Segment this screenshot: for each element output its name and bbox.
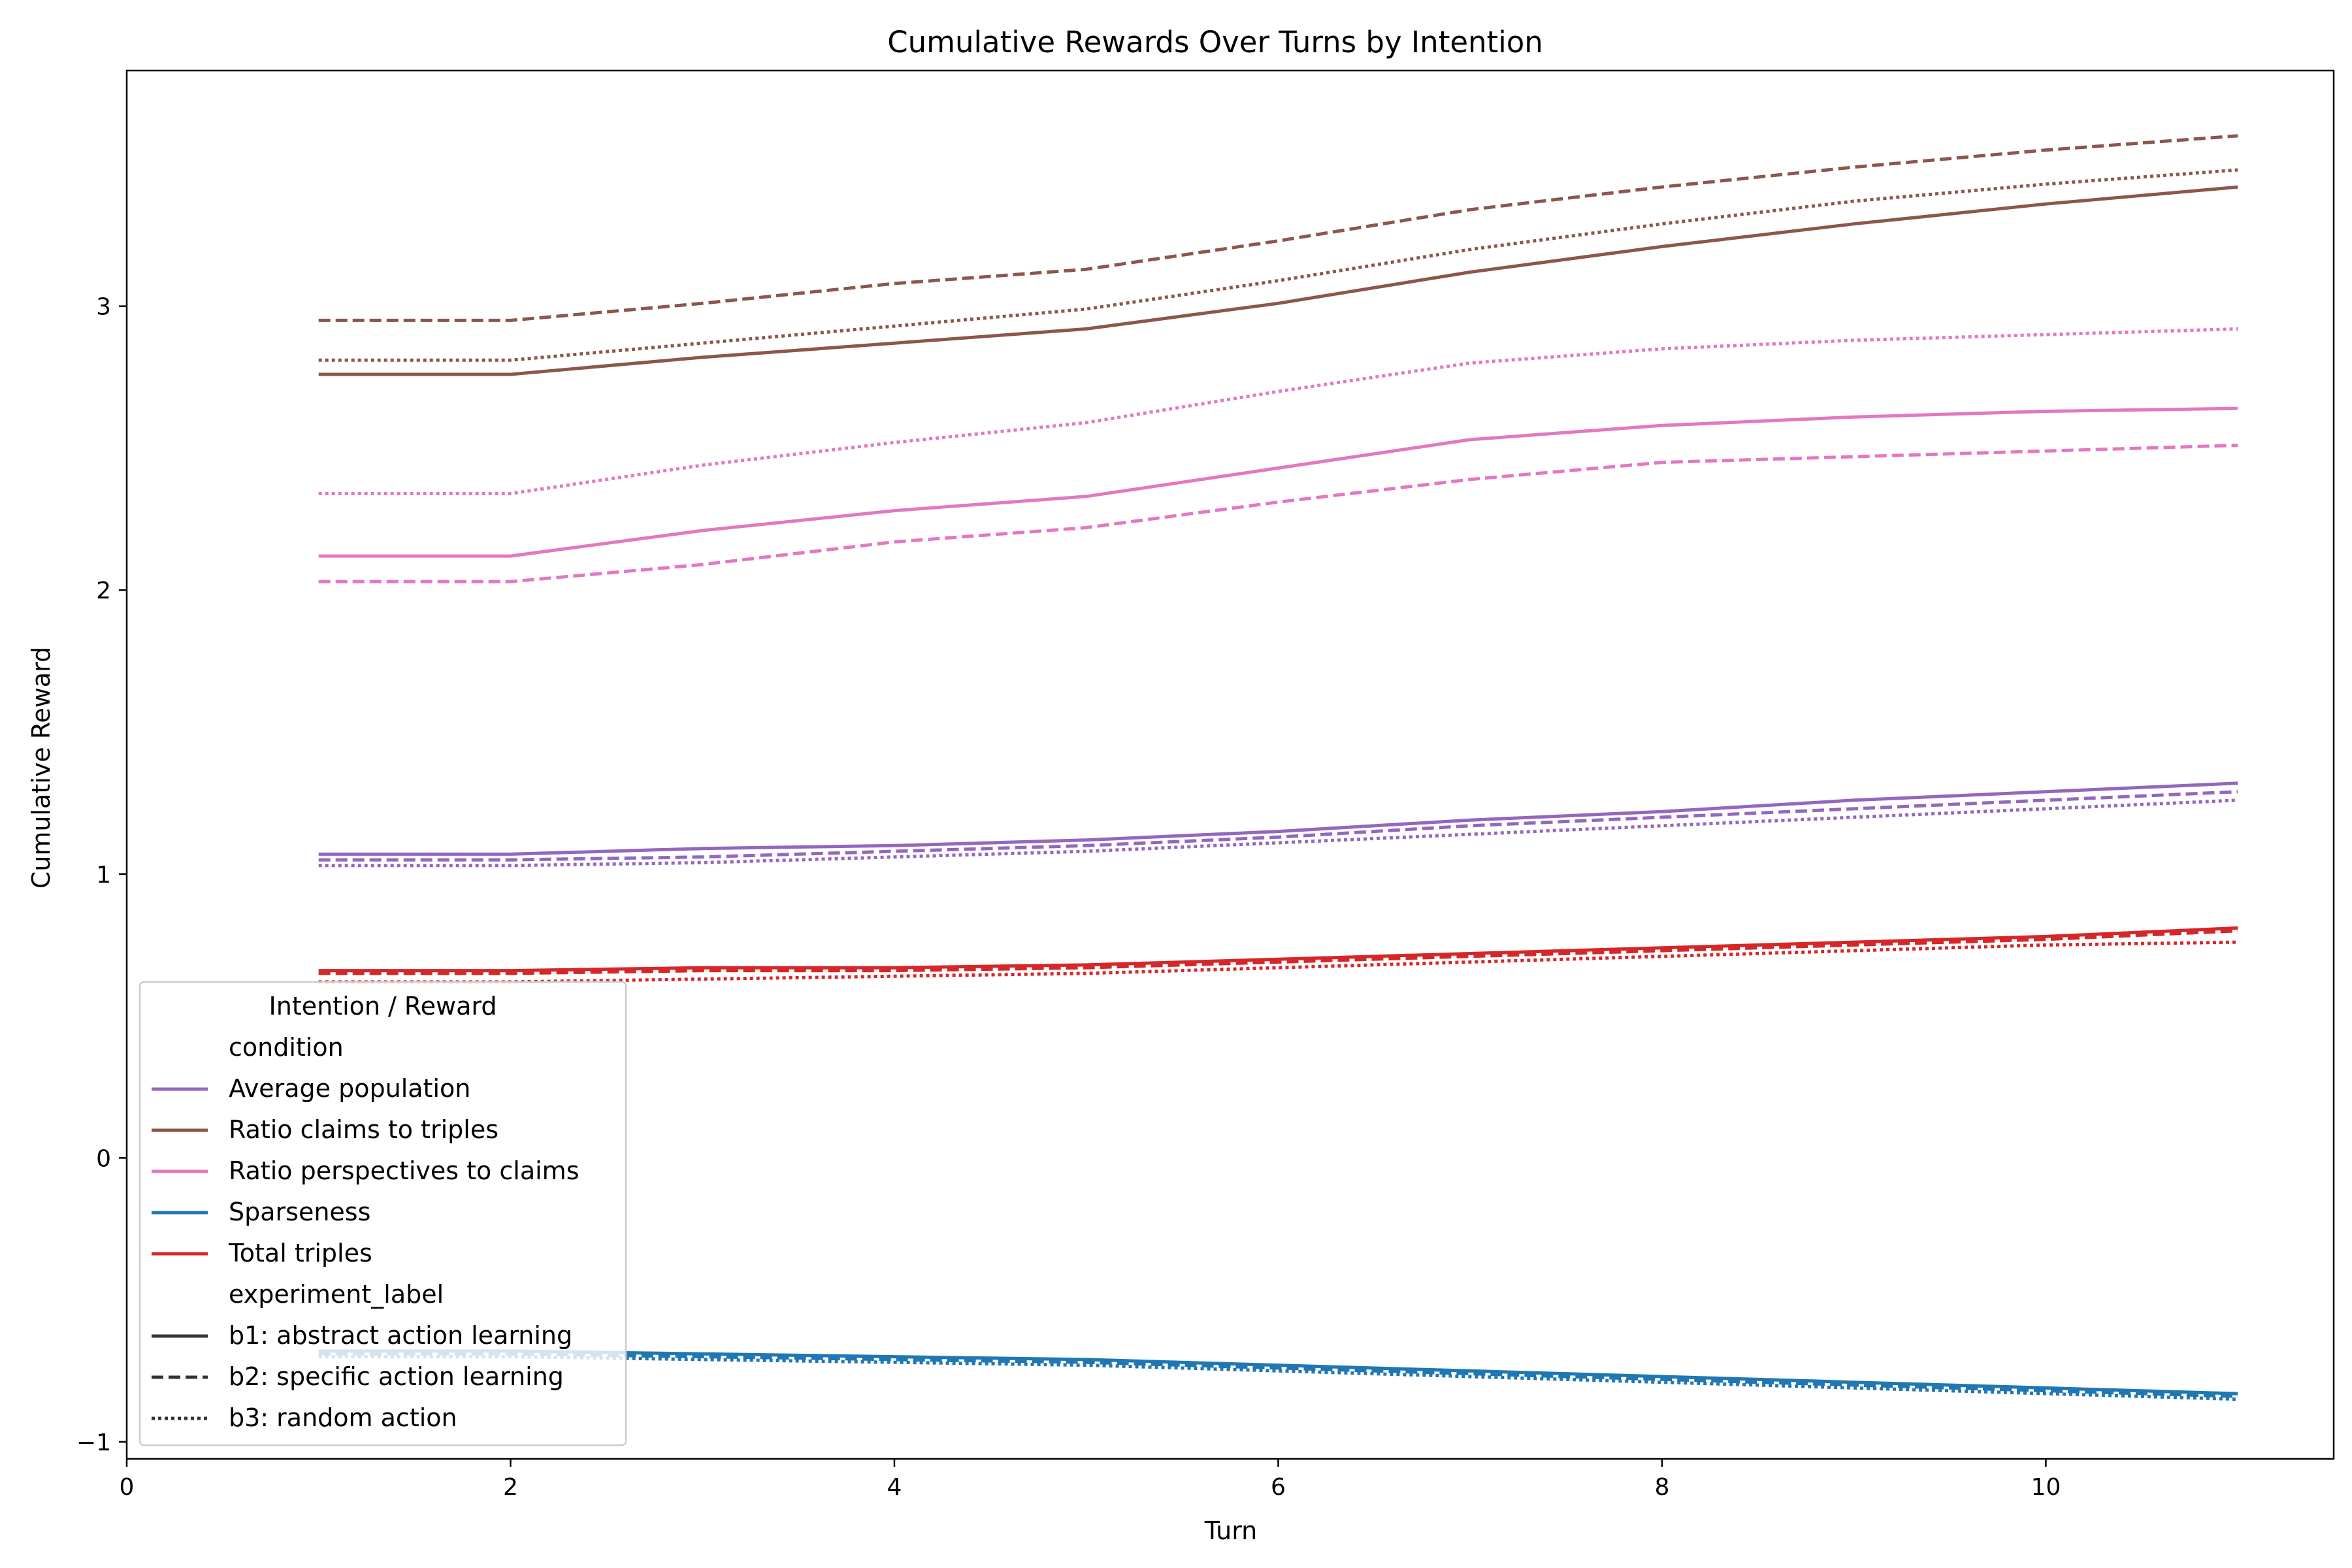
series-lines: [318, 134, 2238, 1401]
plot-frame: [125, 69, 2335, 1460]
y-tick-label: 1: [96, 862, 111, 889]
series-line-sparseness-b2: [318, 1352, 2238, 1398]
legend-entry-sparseness-label: Sparseness: [229, 1198, 370, 1226]
y-axis-label: Cumulative Reward: [27, 647, 56, 889]
series-line-total-triples-b2: [318, 929, 2238, 975]
series-line-average-population-b1: [318, 781, 2238, 856]
series-line-ratio-perspectives-to-claims-b3: [318, 327, 2238, 495]
legend-entry-total-triples-label: Total triples: [228, 1239, 372, 1267]
x-tick-label: 4: [887, 1474, 902, 1501]
x-tick-label: 8: [1654, 1474, 1669, 1501]
legend-entry-b3-label: b3: random action: [229, 1403, 457, 1432]
series-line-ratio-perspectives-to-claims-b1: [318, 406, 2238, 558]
y-tick-label: 0: [96, 1145, 111, 1172]
legend-hue-header: condition: [229, 1033, 344, 1062]
x-tick-label: 6: [1271, 1474, 1286, 1501]
axes: 0 2 4 6 8 10 −1 0 1 2 3: [76, 69, 2335, 1501]
y-tick-label: 3: [96, 294, 111, 321]
series-line-ratio-claims-to-triples-b2: [318, 134, 2238, 322]
legend-box: [139, 981, 627, 1446]
legend-title: Intention / Reward: [269, 992, 497, 1021]
legend-entry-b2-label: b2: specific action learning: [229, 1362, 564, 1391]
x-axis-label: Turn: [1204, 1516, 1258, 1545]
y-tick-label: 2: [96, 578, 111, 604]
y-tick-label: −1: [76, 1429, 111, 1456]
series-line-ratio-perspectives-to-claims-b2: [318, 444, 2238, 583]
series-line-total-triples-b1: [318, 926, 2238, 973]
series-line-ratio-claims-to-triples-b3: [318, 168, 2238, 362]
legend-entry-ratio-claims-to-triples-label: Ratio claims to triples: [229, 1115, 498, 1144]
x-tick-label: 2: [503, 1474, 518, 1501]
legend-entry-b1-label: b1: abstract action learning: [229, 1321, 572, 1350]
x-tick-label: 0: [120, 1474, 135, 1501]
legend-style-header: experiment_label: [229, 1280, 444, 1309]
series-line-sparseness-b1: [318, 1349, 2238, 1396]
series-line-average-population-b2: [318, 790, 2238, 862]
chart-title: Cumulative Rewards Over Turns by Intenti…: [887, 25, 1543, 59]
legend-entry-ratio-perspectives-to-claims-label: Ratio perspectives to claims: [229, 1156, 580, 1185]
legend-entry-average-population-label: Average population: [229, 1074, 470, 1103]
x-tick-label: 10: [2031, 1474, 2061, 1501]
series-line-ratio-claims-to-triples-b1: [318, 185, 2238, 376]
legend: Intention / Reward condition Average popul…: [139, 981, 627, 1446]
